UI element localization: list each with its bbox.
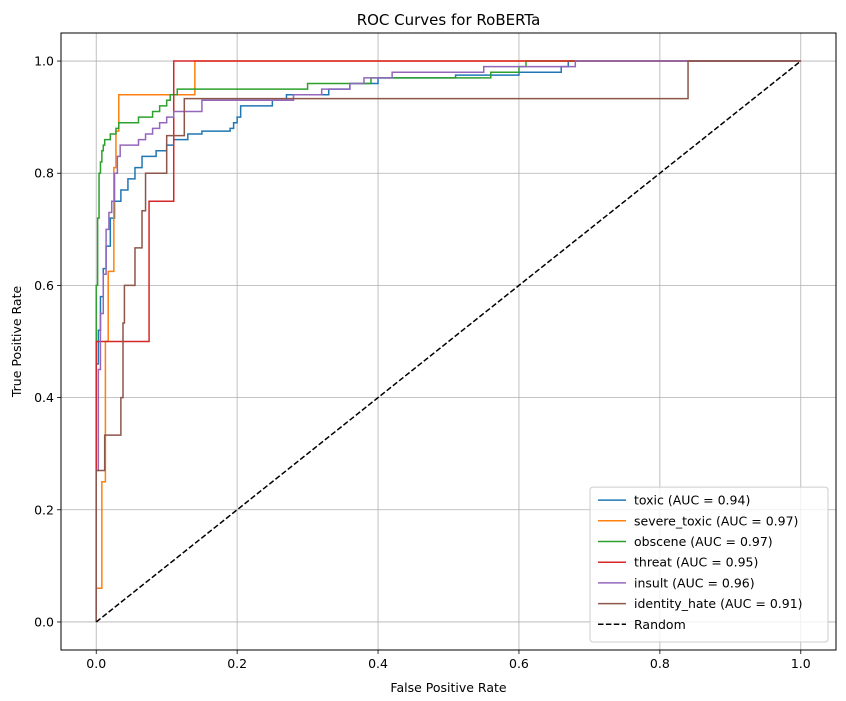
x-tick-label: 0.0 bbox=[86, 656, 106, 671]
legend: toxic (AUC = 0.94) severe_toxic (AUC = 0.… bbox=[589, 486, 829, 643]
legend-label-random: Random bbox=[634, 617, 686, 632]
chart-title: ROC Curves for RoBERTa bbox=[357, 11, 541, 29]
y-tick-label: 0.6 bbox=[34, 278, 54, 293]
y-tick-label: 1.0 bbox=[34, 54, 54, 69]
legend-label-toxic: toxic (AUC = 0.94) bbox=[634, 493, 750, 508]
series-line-identity-hate bbox=[95, 60, 801, 622]
legend-label-threat: threat (AUC = 0.95) bbox=[634, 555, 758, 570]
series-line-severe-toxic bbox=[95, 60, 801, 622]
x-tick-label: 0.4 bbox=[368, 656, 388, 671]
y-tick-label: 0.4 bbox=[34, 390, 54, 405]
series-layer bbox=[95, 60, 802, 623]
x-tick-label: 0.8 bbox=[650, 656, 670, 671]
x-tick-label: 0.2 bbox=[227, 656, 247, 671]
legend-label-obscene: obscene (AUC = 0.97) bbox=[634, 534, 773, 549]
legend-label-severe-toxic: severe_toxic (AUC = 0.97) bbox=[634, 513, 798, 528]
plot-frame bbox=[60, 32, 837, 651]
legend-label-insult: insult (AUC = 0.96) bbox=[634, 575, 755, 590]
x-tick-label: 0.6 bbox=[509, 656, 529, 671]
series-line-threat bbox=[95, 60, 801, 622]
x-tick-label: 1.0 bbox=[791, 656, 811, 671]
tick-layer: 0.0 0.2 0.4 0.6 0.8 1.0 0.0 0.2 0.4 0.6 0.8 1.0 bbox=[34, 54, 811, 671]
y-axis-label: True Positive Rate bbox=[9, 286, 24, 399]
y-tick-label: 0.0 bbox=[34, 614, 54, 629]
series-line-insult bbox=[95, 60, 801, 622]
y-tick-label: 0.2 bbox=[34, 502, 54, 517]
x-axis-label: False Positive Rate bbox=[390, 680, 506, 695]
y-tick-label: 0.8 bbox=[34, 166, 54, 181]
legend-box bbox=[589, 486, 829, 643]
legend-label-identity-hate: identity_hate (AUC = 0.91) bbox=[634, 596, 803, 611]
series-line-toxic bbox=[95, 60, 801, 622]
